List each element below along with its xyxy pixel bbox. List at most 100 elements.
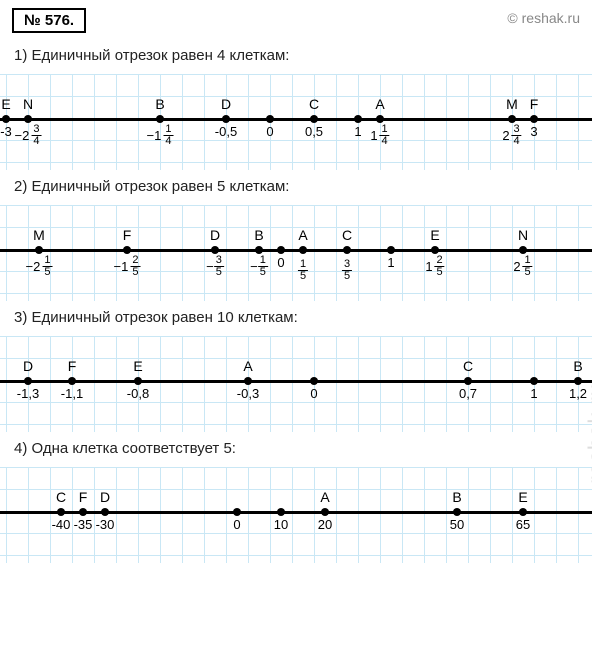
number-line: E-3N−234B−114D-0,50C0,51A114M234F3 [0, 74, 592, 170]
point-value: 0 [233, 517, 240, 532]
section-title: 3) Единичный отрезок равен 10 клеткам: [0, 301, 592, 336]
section-title: 2) Единичный отрезок равен 5 клеткам: [0, 170, 592, 205]
point-value: -1,1 [61, 386, 83, 401]
point-letter: C [56, 489, 66, 505]
point-dot [321, 508, 329, 516]
point-value: 1 [530, 386, 537, 401]
point-dot [354, 115, 362, 123]
point-letter: B [155, 96, 164, 112]
point-letter: F [79, 489, 88, 505]
point-value: 0,7 [459, 386, 477, 401]
point-dot [574, 377, 582, 385]
point-letter: D [100, 489, 110, 505]
point-dot [79, 508, 87, 516]
axis-line [0, 118, 592, 121]
point-value: 65 [516, 517, 530, 532]
point-letter: A [375, 96, 384, 112]
point-dot [431, 246, 439, 254]
problem-number: № 576. [12, 8, 86, 33]
point-value: -0,5 [215, 124, 237, 139]
point-dot [310, 115, 318, 123]
point-dot [277, 508, 285, 516]
grid-background [0, 336, 592, 432]
point-value: 1,2 [569, 386, 587, 401]
point-value: 1 [354, 124, 361, 139]
section-4: 4) Одна клетка соответствует 5: C -40 F -35 D… [0, 432, 592, 563]
point-letter: F [68, 358, 77, 374]
point-dot [277, 246, 285, 254]
point-letter: A [320, 489, 329, 505]
point-dot [24, 377, 32, 385]
point-value: 1 [387, 255, 394, 270]
point-value: 15 [298, 255, 308, 282]
point-value: -40 [52, 517, 71, 532]
point-letter: A [298, 227, 307, 243]
point-value: 125 [425, 255, 444, 278]
point-dot [508, 115, 516, 123]
point-dot [211, 246, 219, 254]
point-letter: C [463, 358, 473, 374]
point-value: 20 [318, 517, 332, 532]
point-letter: D [23, 358, 33, 374]
point-value: −125 [114, 255, 141, 278]
point-letter: C [342, 227, 352, 243]
point-dot [57, 508, 65, 516]
point-value: -0,3 [237, 386, 259, 401]
point-letter: E [1, 96, 10, 112]
sections-container: 1) Единичный отрезок равен 4 клеткам: E -3… [0, 39, 592, 563]
grid-background [0, 467, 592, 563]
point-dot [255, 246, 263, 254]
point-letter: F [123, 227, 132, 243]
point-dot [244, 377, 252, 385]
point-dot [35, 246, 43, 254]
copyright: © reshak.ru [507, 10, 580, 26]
point-value: -35 [74, 517, 93, 532]
point-letter: M [33, 227, 45, 243]
point-dot [387, 246, 395, 254]
number-line: C-40F-35D-30010A20B50E65 [0, 467, 592, 563]
point-value: 0 [310, 386, 317, 401]
point-dot [2, 115, 10, 123]
point-letter: B [254, 227, 263, 243]
axis-line [0, 380, 592, 383]
axis-line [0, 511, 592, 514]
point-dot [266, 115, 274, 123]
point-value: 0,5 [305, 124, 323, 139]
point-letter: D [210, 227, 220, 243]
point-dot [68, 377, 76, 385]
point-letter: A [243, 358, 252, 374]
point-value: 50 [450, 517, 464, 532]
point-letter: D [221, 96, 231, 112]
point-value: −114 [147, 124, 174, 147]
point-value: -1,3 [17, 386, 39, 401]
point-letter: N [518, 227, 528, 243]
point-dot [233, 508, 241, 516]
point-value: 35 [342, 255, 352, 282]
point-value: 10 [274, 517, 288, 532]
section-title: 1) Единичный отрезок равен 4 клеткам: [0, 39, 592, 74]
point-dot [222, 115, 230, 123]
point-dot [156, 115, 164, 123]
point-dot [530, 377, 538, 385]
point-dot [530, 115, 538, 123]
point-letter: B [452, 489, 461, 505]
point-dot [24, 115, 32, 123]
point-letter: C [309, 96, 319, 112]
point-value: -3 [0, 124, 12, 139]
point-dot [376, 115, 384, 123]
section-title: 4) Одна клетка соответствует 5: [0, 432, 592, 467]
point-value: 0 [266, 124, 273, 139]
point-dot [134, 377, 142, 385]
point-dot [519, 246, 527, 254]
number-line: M−215F−125D−35B−150A15C351E125N215 [0, 205, 592, 301]
axis-line [0, 249, 592, 252]
point-value: −35 [206, 255, 224, 278]
point-dot [310, 377, 318, 385]
point-value: 114 [370, 124, 389, 147]
grid-background [0, 74, 592, 170]
point-dot [343, 246, 351, 254]
point-letter: E [430, 227, 439, 243]
point-value: −234 [15, 124, 42, 147]
point-letter: E [518, 489, 527, 505]
point-dot [123, 246, 131, 254]
